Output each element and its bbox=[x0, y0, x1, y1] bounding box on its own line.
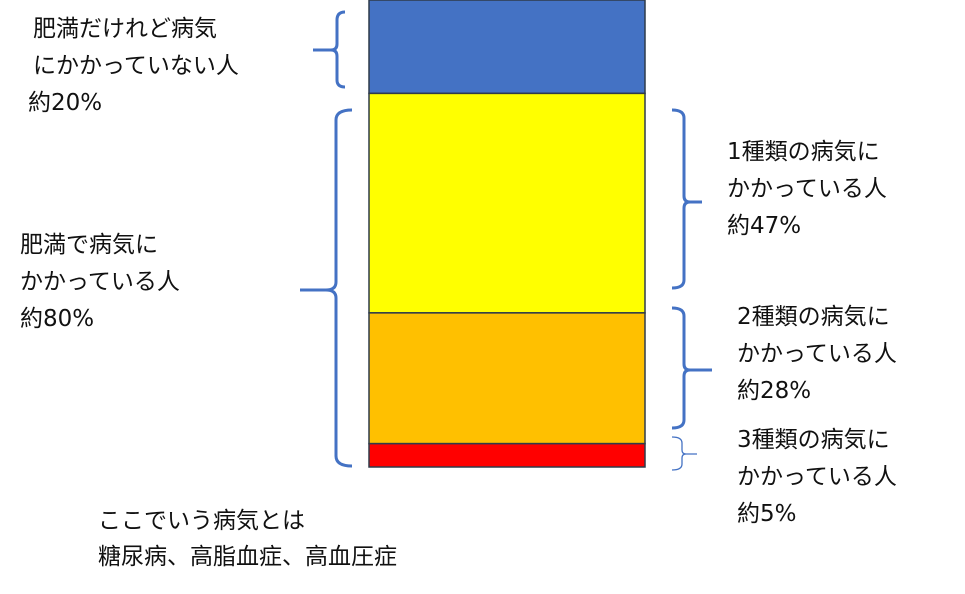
label-no-disease: 肥満だけれど病気 にかかっていない人 約20% bbox=[28, 11, 239, 122]
label-line: 1種類の病気に bbox=[727, 139, 880, 165]
label-line: 約5% bbox=[737, 501, 797, 527]
brace-one bbox=[671, 108, 702, 290]
label-line: 約47% bbox=[727, 213, 802, 239]
label-line: かかっている人 bbox=[20, 269, 180, 295]
label-line: かかっている人 bbox=[737, 464, 897, 490]
label-line: 肥満で病気に bbox=[20, 232, 158, 258]
brace-with-disease bbox=[300, 108, 353, 468]
label-line: 肥満だけれど病気 bbox=[33, 16, 217, 42]
label-line: にかかっていない人 bbox=[33, 53, 239, 79]
label-line: 約20% bbox=[28, 90, 103, 116]
bar-segment-4 bbox=[368, 442, 646, 468]
note-line: ここでいう病気とは bbox=[98, 508, 305, 534]
label-two: 2種類の病気に かかっている人 約28% bbox=[737, 299, 897, 410]
label-three: 3種類の病気に かかっている人 約5% bbox=[737, 422, 897, 533]
label-line: 3種類の病気に bbox=[737, 427, 890, 453]
label-with-disease: 肥満で病気に かかっている人 約80% bbox=[20, 227, 180, 338]
note-line: 糖尿病、高脂血症、高血圧症 bbox=[98, 544, 397, 570]
bar-segment-1 bbox=[368, 0, 646, 95]
label-line: 2種類の病気に bbox=[737, 304, 890, 330]
label-line: 約80% bbox=[20, 306, 95, 332]
note: ここでいう病気とは 糖尿病、高脂血症、高血圧症 bbox=[98, 503, 397, 575]
label-line: かかっている人 bbox=[727, 176, 887, 202]
brace-two bbox=[671, 306, 712, 430]
label-line: かかっている人 bbox=[737, 341, 897, 367]
label-line: 約28% bbox=[737, 378, 812, 404]
braces bbox=[300, 10, 712, 471]
brace-no-disease bbox=[313, 10, 346, 89]
stacked-bar bbox=[368, 0, 646, 468]
label-one: 1種類の病気に かかっている人 約47% bbox=[727, 134, 887, 245]
bar-segment-3 bbox=[368, 312, 646, 445]
brace-three bbox=[671, 436, 697, 471]
bar-segment-2 bbox=[368, 92, 646, 314]
